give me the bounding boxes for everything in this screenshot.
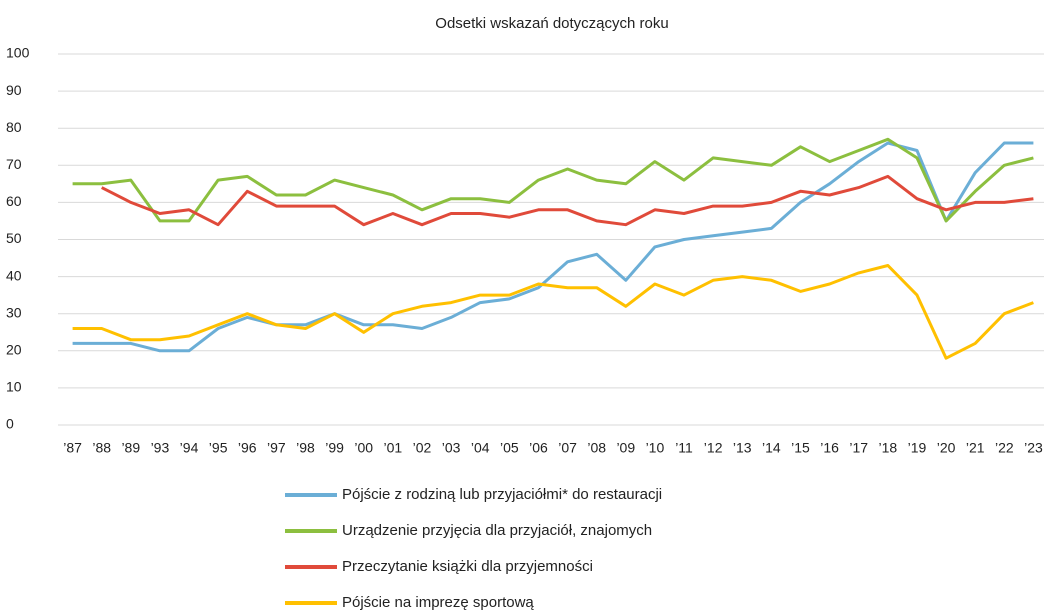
y-tick-label: 0 <box>6 416 14 432</box>
x-tick-label: ’05 <box>500 440 519 456</box>
x-tick-label: ’88 <box>92 440 111 456</box>
x-tick-label: ’94 <box>180 440 199 456</box>
x-tick-label: ’00 <box>354 440 373 456</box>
x-tick-label: ’10 <box>646 440 665 456</box>
x-tick-label: ’18 <box>879 440 898 456</box>
y-tick-label: 20 <box>6 342 22 358</box>
x-tick-label: ’13 <box>733 440 752 456</box>
series-line <box>72 137 1034 223</box>
x-tick-label: ’87 <box>63 440 82 456</box>
y-tick-label: 80 <box>6 119 22 135</box>
y-tick-label: 90 <box>6 82 22 98</box>
legend-label: Przeczytanie książki dla przyjemności <box>342 558 593 575</box>
legend-label: Pójście z rodziną lub przyjaciółmi* do r… <box>342 486 662 503</box>
series-line <box>72 141 1034 353</box>
y-tick-label: 100 <box>6 45 30 61</box>
x-tick-label: ’89 <box>121 440 140 456</box>
x-tick-label: ’95 <box>209 440 228 456</box>
y-tick-label: 70 <box>6 156 22 172</box>
x-tick-label: ’07 <box>558 440 577 456</box>
legend-label: Urządzenie przyjęcia dla przyjaciół, zna… <box>342 522 652 539</box>
x-tick-label: ’02 <box>413 440 432 456</box>
x-tick-label: ’04 <box>471 440 490 456</box>
x-tick-label: ’21 <box>966 440 985 456</box>
y-tick-label: 60 <box>6 193 22 209</box>
x-tick-label: ’15 <box>791 440 810 456</box>
x-tick-label: ’20 <box>937 440 956 456</box>
x-tick-label: ’96 <box>238 440 257 456</box>
y-tick-label: 40 <box>6 267 22 283</box>
x-tick-label: ’09 <box>616 440 635 456</box>
x-tick-label: ’23 <box>1024 440 1043 456</box>
series-line <box>72 264 1034 360</box>
x-tick-label: ’16 <box>820 440 839 456</box>
legend-label: Pójście na imprezę sportową <box>342 594 534 611</box>
x-tick-label: ’97 <box>267 440 286 456</box>
y-tick-label: 30 <box>6 304 22 320</box>
x-tick-label: ’01 <box>384 440 403 456</box>
x-tick-label: ’06 <box>529 440 548 456</box>
x-tick-label: ’93 <box>151 440 170 456</box>
series-line <box>101 174 1034 227</box>
x-tick-label: ’17 <box>849 440 868 456</box>
y-tick-label: 50 <box>6 230 22 246</box>
x-tick-label: ’19 <box>908 440 927 456</box>
x-tick-label: ’22 <box>995 440 1014 456</box>
x-tick-label: ’12 <box>704 440 723 456</box>
x-tick-label: ’98 <box>296 440 315 456</box>
x-tick-label: ’03 <box>442 440 461 456</box>
x-tick-label: ’11 <box>675 440 693 456</box>
x-tick-label: ’99 <box>325 440 344 456</box>
chart-title: Odsetki wskazań dotyczących roku <box>435 15 668 32</box>
y-tick-label: 10 <box>6 379 22 395</box>
x-tick-label: ’14 <box>762 440 781 456</box>
x-tick-label: ’08 <box>587 440 606 456</box>
